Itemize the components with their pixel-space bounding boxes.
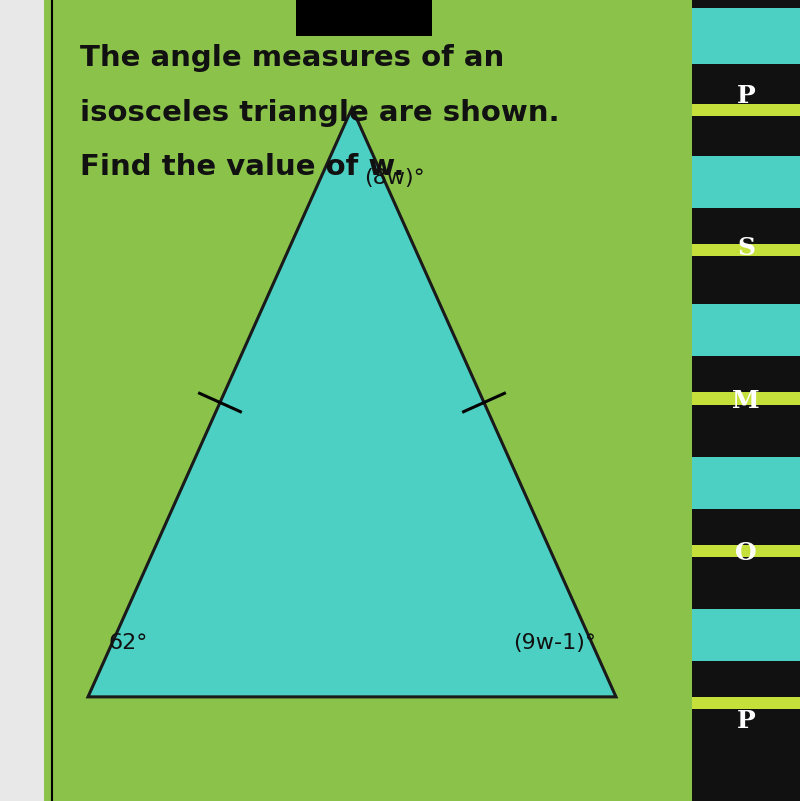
Text: O: O — [735, 541, 757, 565]
Bar — [692, 0, 800, 801]
Bar — [692, 609, 800, 661]
Text: isosceles triangle are shown.: isosceles triangle are shown. — [80, 99, 560, 127]
Text: S: S — [737, 236, 755, 260]
Bar — [692, 697, 800, 709]
Polygon shape — [88, 108, 616, 697]
Bar — [692, 244, 800, 256]
Bar — [296, 0, 432, 36]
Bar — [692, 104, 800, 116]
Text: (8w)°: (8w)° — [364, 168, 425, 188]
Bar — [692, 545, 800, 557]
Text: The angle measures of an: The angle measures of an — [80, 44, 504, 72]
Text: Find the value of w.: Find the value of w. — [80, 153, 405, 181]
Text: P: P — [737, 709, 755, 733]
Bar — [692, 8, 800, 64]
Bar — [692, 457, 800, 509]
Text: M: M — [732, 388, 760, 413]
Text: 62°: 62° — [108, 633, 147, 653]
Text: (9w-1)°: (9w-1)° — [513, 633, 596, 653]
Bar — [692, 304, 800, 356]
Bar — [0, 0, 44, 801]
Bar — [692, 156, 800, 208]
Bar — [692, 392, 800, 405]
Text: P: P — [737, 84, 755, 108]
